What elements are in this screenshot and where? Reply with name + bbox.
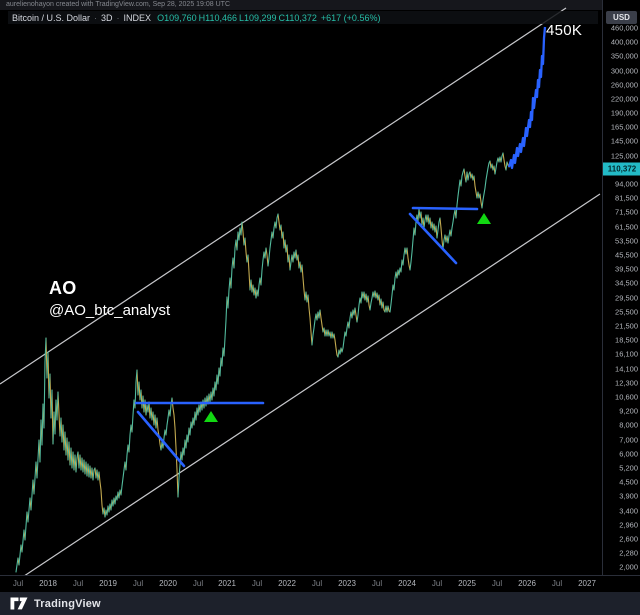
- author-watermark: AO @AO_btc_analyst: [49, 278, 170, 319]
- time-axis-label: Jul: [431, 579, 443, 588]
- interval-label[interactable]: 3D: [101, 12, 113, 23]
- tradingview-logo-icon[interactable]: [10, 597, 28, 610]
- price-axis-label: 2,960: [619, 520, 638, 530]
- price-axis-label: 4,500: [619, 477, 638, 487]
- time-axis-label: 2020: [159, 579, 177, 588]
- price-axis-label: 29,500: [615, 293, 638, 303]
- chart-canvas[interactable]: Bitcoin / U.S. Dollar · 3D · INDEX O109,…: [0, 0, 602, 575]
- price-axis[interactable]: USD 110,372 460,000 400,000 350,000 300,000…: [602, 0, 640, 592]
- time-axis-label: 2021: [218, 579, 236, 588]
- time-axis-label: 2027: [578, 579, 596, 588]
- breakout-marker-triangle[interactable]: [477, 213, 491, 224]
- price-axis-label: 21,500: [615, 321, 638, 331]
- trendline-drawing[interactable]: [411, 206, 479, 211]
- trendline-drawing[interactable]: [408, 212, 458, 265]
- exchange-label: INDEX: [123, 12, 152, 23]
- time-axis-label: Jul: [192, 579, 204, 588]
- author-title: AO: [49, 278, 77, 298]
- price-axis-label: 260,000: [610, 80, 638, 90]
- trendline-drawing[interactable]: [136, 410, 186, 468]
- export-watermark-text: aurelienohayon created with TradingView.…: [6, 1, 231, 8]
- price-axis-label: 71,500: [615, 207, 638, 217]
- price-axis-label: 81,500: [615, 193, 638, 203]
- price-axis-label: 400,000: [610, 37, 638, 47]
- ohlc-h: H110,466: [198, 12, 237, 23]
- price-axis-label: 350,000: [610, 51, 638, 61]
- price-axis-label: 9,200: [619, 406, 638, 416]
- price-axis-label: 16,100: [615, 349, 638, 359]
- price-axis-label: 3,900: [619, 491, 638, 501]
- ohlc-o: O109,760: [157, 12, 197, 23]
- price-axis-label: 18,500: [615, 335, 638, 345]
- price-axis-label: 8,000: [619, 420, 638, 430]
- channel-line[interactable]: [0, 7, 567, 385]
- price-axis-label: 61,500: [615, 222, 638, 232]
- channel-line[interactable]: [0, 193, 601, 575]
- export-watermark: aurelienohayon created with TradingView.…: [0, 0, 640, 10]
- price-axis-label: 12,300: [615, 378, 638, 388]
- time-axis[interactable]: Jul 2018 Jul 2019 Jul 2020 Jul 2021 Jul 2022 Jul 20…: [0, 575, 640, 592]
- time-axis-label: 2018: [39, 579, 57, 588]
- time-axis-label: Jul: [251, 579, 263, 588]
- time-axis-label: 2023: [338, 579, 356, 588]
- time-axis-label: Jul: [491, 579, 503, 588]
- legend-separator: ·: [116, 12, 120, 23]
- change-value: +617 (+0.56%): [320, 12, 381, 23]
- projection-path[interactable]: [507, 26, 547, 170]
- time-axis-label: 2026: [518, 579, 536, 588]
- author-handle: @AO_btc_analyst: [49, 302, 171, 319]
- price-axis-label: 220,000: [610, 94, 638, 104]
- currency-toggle-button[interactable]: USD: [606, 11, 637, 24]
- tradingview-brand-text[interactable]: TradingView: [34, 597, 101, 610]
- price-axis-label: 145,000: [610, 136, 638, 146]
- breakout-marker-triangle[interactable]: [204, 411, 218, 422]
- price-series-up: [15, 152, 508, 573]
- price-axis-label: 94,000: [615, 179, 638, 189]
- time-axis-label: 2025: [458, 579, 476, 588]
- symbol-title[interactable]: Bitcoin / U.S. Dollar: [12, 12, 91, 23]
- time-axis-label: Jul: [72, 579, 84, 588]
- price-axis-label: 45,500: [615, 250, 638, 260]
- footer-bar: TradingView: [0, 592, 640, 615]
- ohlc-l: L109,299: [238, 12, 277, 23]
- price-axis-label: 5,200: [619, 463, 638, 473]
- price-series-down: [17, 152, 510, 566]
- price-axis-label: 125,000: [610, 151, 638, 161]
- price-axis-label: 165,000: [610, 122, 638, 132]
- ohlc-c: C110,372: [278, 12, 317, 23]
- price-axis-label: 14,100: [615, 364, 638, 374]
- price-axis-label: 2,000: [619, 562, 638, 572]
- price-axis-label: 7,000: [619, 435, 638, 445]
- time-axis-label: 2019: [99, 579, 117, 588]
- price-axis-label: 25,500: [615, 307, 638, 317]
- price-axis-label: 10,600: [615, 392, 638, 402]
- time-axis-label: Jul: [132, 579, 144, 588]
- price-axis-label: 39,500: [615, 264, 638, 274]
- price-axis-label: 53,500: [615, 236, 638, 246]
- price-axis-label: 2,280: [619, 548, 638, 558]
- time-axis-label: Jul: [551, 579, 563, 588]
- price-axis-label: 34,500: [615, 278, 638, 288]
- price-target-label: 450K: [546, 22, 583, 39]
- time-axis-label: Jul: [371, 579, 383, 588]
- time-axis-label: Jul: [311, 579, 323, 588]
- price-axis-label: 6,000: [619, 449, 638, 459]
- price-axis-label: 2,600: [619, 534, 638, 544]
- time-axis-label: 2022: [278, 579, 296, 588]
- symbol-legend[interactable]: Bitcoin / U.S. Dollar · 3D · INDEX O109,…: [8, 11, 598, 24]
- price-axis-label: 300,000: [610, 66, 638, 76]
- price-axis-label: 190,000: [610, 108, 638, 118]
- ohlc-values: O109,760 H110,466 L109,299 C110,372: [155, 13, 317, 23]
- price-axis-label: 3,400: [619, 506, 638, 516]
- time-axis-label: 2024: [398, 579, 416, 588]
- price-chart-svg: [0, 7, 601, 575]
- last-price-tag: 110,372: [603, 162, 640, 176]
- time-axis-label: Jul: [12, 579, 24, 588]
- legend-separator: ·: [94, 12, 98, 23]
- price-axis-label: 460,000: [610, 23, 638, 33]
